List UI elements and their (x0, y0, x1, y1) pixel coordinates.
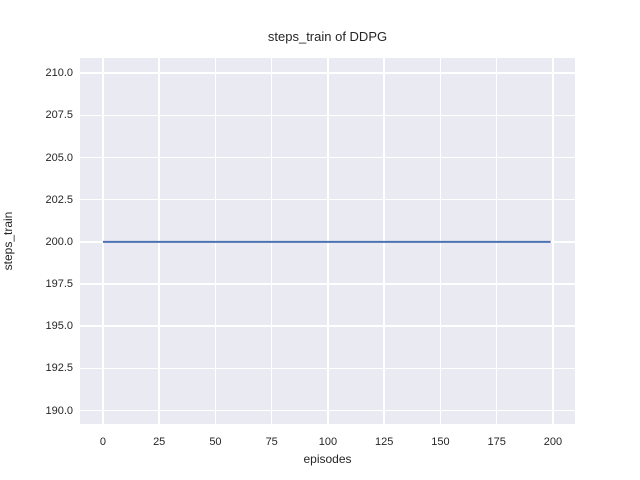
gridline-y (80, 198, 575, 201)
gridline-y (80, 283, 575, 285)
gridline-y (80, 72, 575, 74)
x-tick-label: 175 (487, 436, 506, 448)
chart-title: steps_train of DDPG (267, 29, 388, 44)
y-tick-label: 207.5 (45, 109, 73, 122)
gridline-y (80, 409, 575, 412)
x-tick-label: 150 (431, 436, 450, 448)
y-tick-label: 200.0 (45, 235, 73, 248)
y-tick-label: 202.5 (45, 193, 73, 206)
x-tick-label: 75 (265, 436, 278, 448)
y-tick-label: 210.0 (45, 67, 73, 80)
x-tick-label: 0 (99, 436, 106, 448)
gridline-x (102, 58, 104, 424)
y-tick-label: 205.0 (45, 151, 73, 164)
x-tick-label: 25 (153, 436, 166, 448)
x-tick-label: 125 (375, 436, 394, 448)
x-tick-label: 100 (318, 436, 338, 448)
y-tick-label: 190.0 (45, 404, 73, 417)
plot-area (80, 58, 575, 424)
gridline-y (80, 367, 575, 370)
gridline-y (80, 114, 575, 117)
gridline-y (80, 325, 575, 327)
y-tick-label: 195.0 (45, 320, 73, 333)
y-axis-label: steps_train (1, 211, 15, 271)
x-tick-label: 50 (209, 436, 222, 448)
gridline-y (80, 156, 575, 159)
gridline-x (552, 58, 554, 424)
y-tick-label: 197.5 (45, 278, 73, 290)
y-tick-label: 192.5 (45, 362, 73, 375)
x-axis-label: episodes (303, 452, 352, 466)
x-tick-label: 200 (543, 436, 563, 448)
line-series (102, 240, 551, 243)
